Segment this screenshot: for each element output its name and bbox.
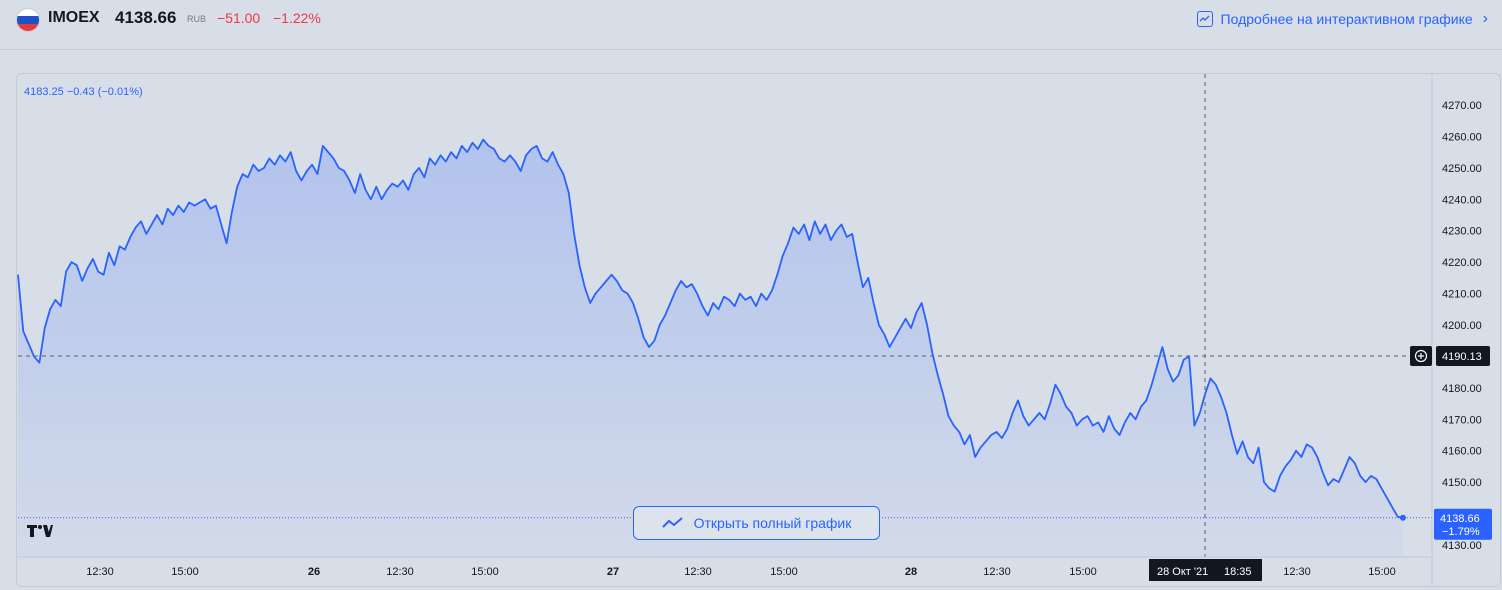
y-tick-label: 4160.00	[1442, 446, 1482, 458]
symbol-name: IMOEX	[48, 9, 100, 26]
russia-flag-icon	[17, 9, 39, 31]
x-tick-label: 12:30	[1283, 566, 1311, 578]
y-tick-label: 4240.00	[1442, 194, 1482, 206]
crosshair-time-label: 18:35	[1224, 566, 1252, 578]
y-tick-label: 4130.00	[1442, 540, 1482, 552]
crosshair-time-label-bg	[1149, 559, 1262, 581]
x-tick-label: 12:30	[386, 566, 414, 578]
interactive-chart-link[interactable]: Подробнее на интерактивном графике ›	[1196, 9, 1488, 29]
x-tick-label: 12:30	[983, 566, 1011, 578]
price-change-percent: −1.22%	[273, 10, 321, 26]
header-divider	[0, 49, 1502, 50]
crosshair-date-label: 28 Окт '21	[1157, 566, 1208, 578]
currency-label: RUB	[187, 14, 207, 24]
x-tick-label: 15:00	[770, 566, 798, 578]
open-full-chart-label: Открыть полный график	[693, 515, 852, 531]
x-tick-label: 15:00	[471, 566, 499, 578]
y-tick-label: 4270.00	[1442, 100, 1482, 112]
last-price-dot	[1400, 514, 1406, 521]
chevron-right-icon: ›	[1482, 10, 1488, 27]
x-tick-label: 12:30	[684, 566, 712, 578]
x-tick-label: 15:00	[1368, 566, 1396, 578]
chart-legend: 4183.25 −0.43 (−0.01%)	[24, 86, 143, 98]
chart-line-icon	[1196, 11, 1213, 27]
last-price-label: 4138.66	[1440, 513, 1480, 525]
x-tick-label: 26	[308, 566, 320, 578]
trend-line-icon	[661, 517, 683, 528]
top-bar: IMOEX 4138.66 RUB −51.00 −1.22% Подробне…	[0, 0, 1502, 40]
crosshair-price-label-bg	[1436, 346, 1490, 367]
x-tick-label: 15:00	[171, 566, 199, 578]
chart-frame[interactable]	[16, 73, 1501, 587]
last-price: 4138.66	[115, 8, 177, 27]
plus-circle-icon	[1414, 349, 1428, 363]
tradingview-logo-icon[interactable]	[26, 522, 58, 548]
x-tick-label: 15:00	[1069, 566, 1097, 578]
price-change: −51.00	[217, 10, 261, 26]
y-tick-label: 4230.00	[1442, 226, 1482, 238]
crosshair-price-label: 4190.13	[1442, 351, 1482, 363]
y-tick-label: 4150.00	[1442, 477, 1482, 489]
y-tick-label: 4250.00	[1442, 163, 1482, 175]
interactive-chart-link-label: Подробнее на интерактивном графике	[1220, 11, 1473, 27]
y-tick-label: 4170.00	[1442, 414, 1482, 426]
price-line	[17, 138, 1404, 519]
y-tick-label: 4260.00	[1442, 131, 1482, 143]
last-price-label-bg	[1434, 508, 1492, 540]
x-tick-label: 28	[905, 566, 917, 578]
y-tick-label: 4220.00	[1442, 257, 1482, 269]
open-full-chart-button[interactable]: Открыть полный график	[633, 506, 880, 540]
y-tick-label: 4200.00	[1442, 320, 1482, 332]
y-tick-label: 4210.00	[1442, 289, 1482, 301]
y-tick-label: 4180.00	[1442, 383, 1482, 395]
price-area-fill	[18, 139, 1403, 557]
x-tick-label: 12:30	[86, 566, 114, 578]
x-tick-label: 27	[607, 566, 619, 578]
last-price-change-label: −1.79%	[1442, 526, 1480, 538]
